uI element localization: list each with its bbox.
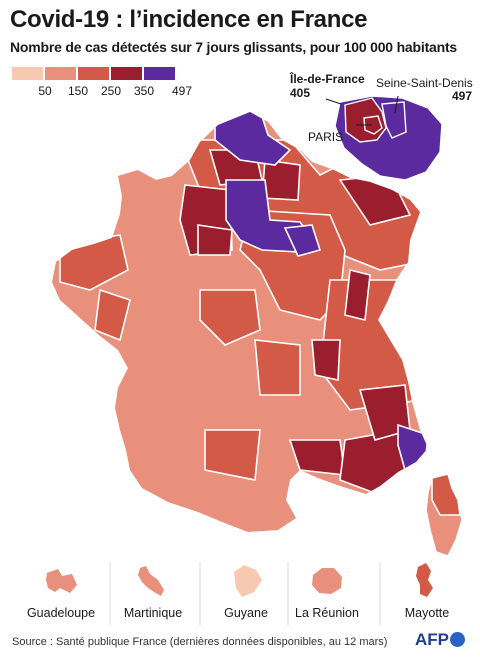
south-department bbox=[204, 429, 261, 481]
idf-leader-line bbox=[325, 98, 342, 105]
legend-tick-497: 497 bbox=[171, 84, 193, 98]
legend-swatch-4 bbox=[111, 67, 142, 80]
seine-saint-denis-leader-line bbox=[394, 95, 399, 114]
guadeloupe-shape bbox=[46, 569, 77, 593]
idf-value: 405 bbox=[290, 86, 311, 100]
paris-label: PARIS bbox=[308, 130, 344, 144]
mayotte-shape bbox=[416, 563, 433, 597]
idf-label: Île-de-France bbox=[290, 72, 365, 86]
legend-swatch-2 bbox=[45, 67, 76, 80]
alpes-maritimes-department bbox=[397, 423, 428, 471]
territory-label-guadeloupe: Guadeloupe bbox=[26, 606, 96, 620]
idf-inset-paris bbox=[363, 115, 383, 135]
source-note: Source : Santé publique France (dernière… bbox=[12, 636, 388, 648]
afp-logo-dot bbox=[450, 632, 465, 647]
guyane-shape bbox=[234, 565, 262, 597]
legend-swatch-3 bbox=[78, 67, 109, 80]
corsica-north bbox=[431, 473, 461, 516]
legend-swatch-5 bbox=[144, 67, 175, 80]
legend-tick-150: 150 bbox=[67, 84, 89, 98]
ain-department bbox=[344, 269, 371, 321]
west-department bbox=[94, 288, 131, 342]
auvergne-department bbox=[254, 339, 301, 396]
legend-tick-350: 350 bbox=[133, 84, 155, 98]
ssd-label: Seine-Saint-Denis bbox=[376, 76, 473, 90]
martinique-shape bbox=[138, 566, 164, 596]
afp-logo-text: AFP bbox=[415, 630, 449, 649]
ssd-value: 497 bbox=[452, 89, 473, 103]
territory-label-reunion: La Réunion bbox=[295, 606, 359, 620]
idf-inset-seine-saint-denis bbox=[381, 101, 407, 139]
rhone-department bbox=[311, 339, 341, 381]
page-subtitle: Nombre de cas détectés sur 7 jours gliss… bbox=[10, 39, 458, 55]
legend-tick-50: 50 bbox=[38, 84, 52, 98]
page-title: Covid-19 : l’incidence en France bbox=[10, 6, 368, 33]
territory-label-guyane: Guyane bbox=[224, 606, 268, 620]
aisne-department bbox=[261, 159, 301, 201]
afp-logo: AFP bbox=[415, 630, 465, 650]
eure-et-loir-department bbox=[197, 224, 233, 256]
territory-label-mayotte: Mayotte bbox=[404, 606, 450, 620]
legend-tick-250: 250 bbox=[100, 84, 122, 98]
legend-swatch-1 bbox=[12, 67, 43, 80]
reunion-shape bbox=[312, 568, 342, 594]
territory-label-martinique: Martinique bbox=[123, 606, 183, 620]
aube-department bbox=[283, 224, 322, 257]
central-department bbox=[199, 289, 261, 346]
